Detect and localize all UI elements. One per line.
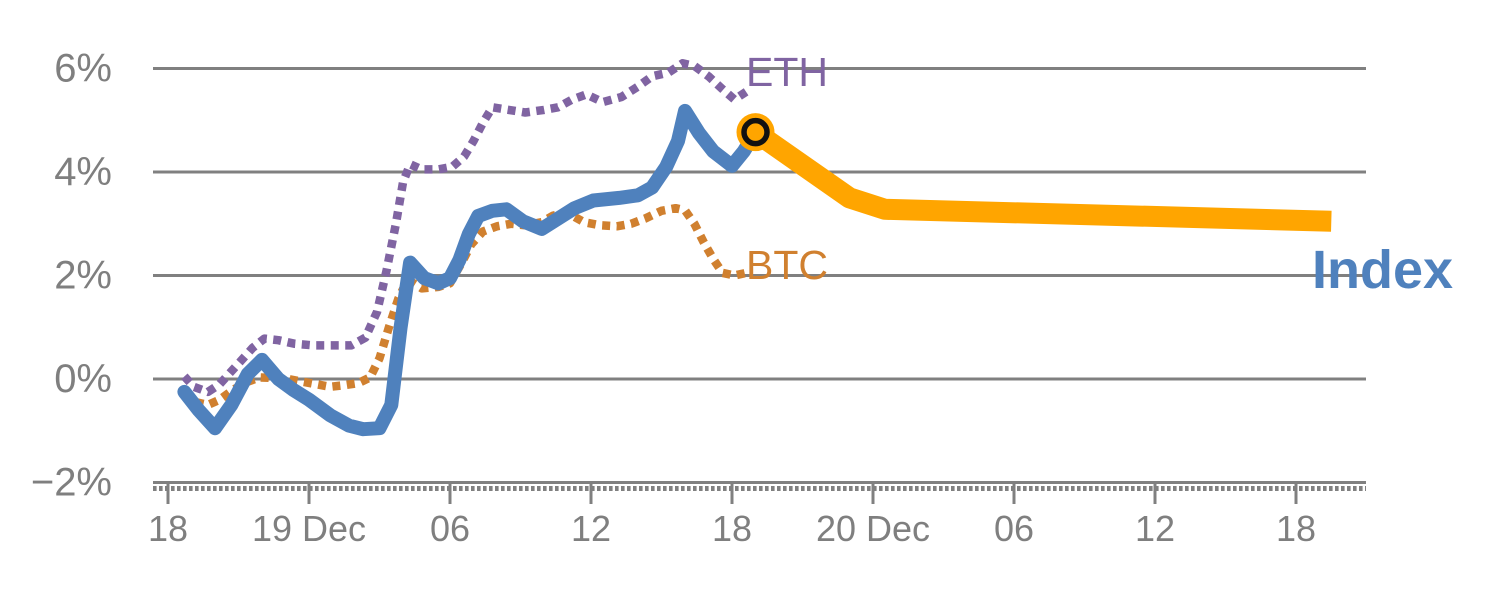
series-line-eth — [181, 59, 749, 397]
btc-series-label: BTC — [746, 242, 828, 288]
x-tick-label-7: 12 — [1135, 508, 1175, 549]
x-tick-label-1: 19 Dec — [252, 508, 366, 549]
x-tick-label-8: 18 — [1276, 508, 1316, 549]
x-tick-label-5: 20 Dec — [816, 508, 930, 549]
index-series-label: Index — [1312, 240, 1453, 300]
y-tick-label-3: 0% — [54, 357, 112, 401]
x-tick-label-0: 18 — [148, 508, 188, 549]
eth-series-label: ETH — [746, 49, 828, 95]
y-tick-label-1: 4% — [54, 150, 112, 194]
series-line-index — [177, 103, 763, 437]
y-tick-label-2: 2% — [54, 254, 112, 298]
y-tick-label-4: −2% — [31, 461, 112, 505]
y-tick-label-0: 6% — [54, 47, 112, 91]
x-tick-label-3: 12 — [571, 508, 611, 549]
x-tick-label-6: 06 — [994, 508, 1034, 549]
x-tick-label-2: 06 — [430, 508, 470, 549]
x-tick-label-4: 18 — [712, 508, 752, 549]
forecast-start-marker — [741, 117, 770, 147]
series-line-index-forecast — [749, 123, 1332, 232]
